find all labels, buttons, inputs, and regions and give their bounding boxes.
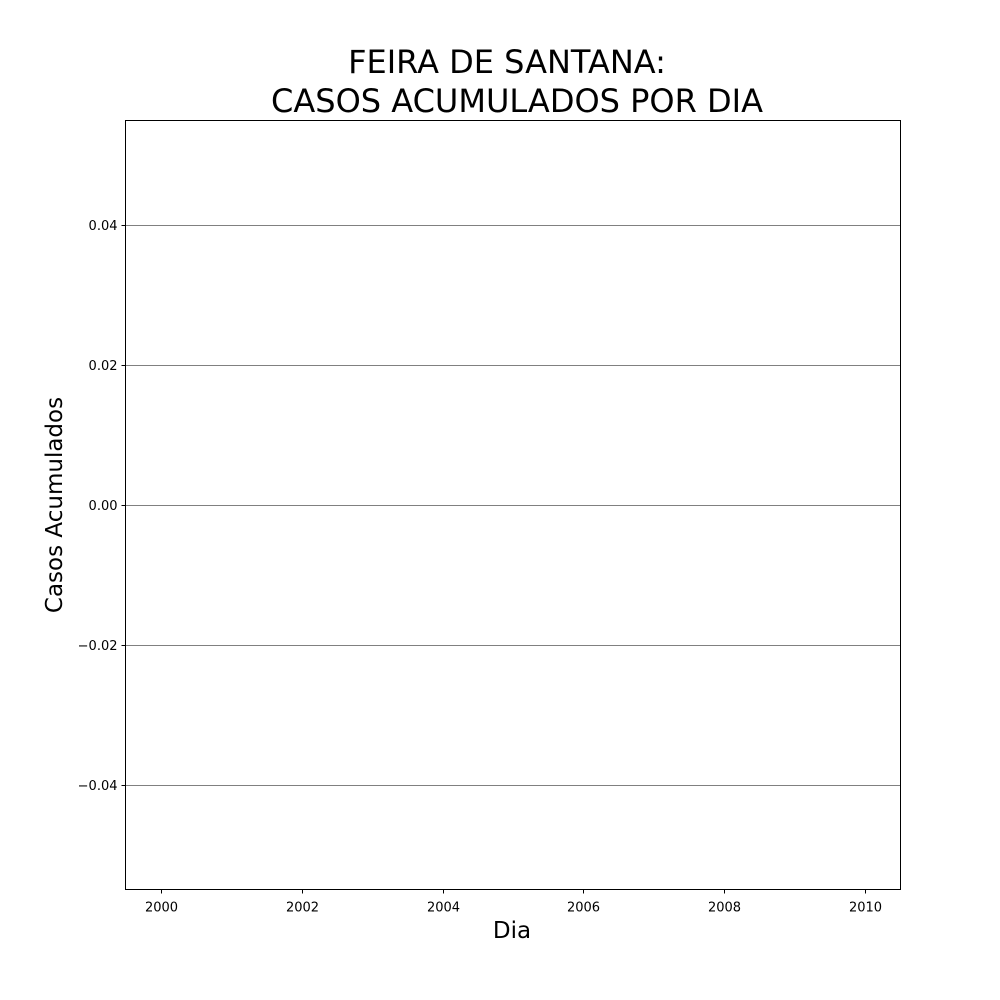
y-axis-label: Casos Acumulados [42,397,68,613]
x-tick-label: 2004 [427,901,460,916]
x-tick-label: 2008 [708,901,741,916]
chart-title-line-2: CASOS ACUMULADOS POR DIA [271,82,763,120]
chart-title-line-1: FEIRA DE SANTANA: [348,43,666,81]
y-tick-label: 0.02 [89,359,118,374]
y-tick-label: 0.04 [89,219,118,234]
y-axis-ticks: 0.04 0.02 0.00 −0.02 −0.04 [78,219,126,794]
y-tick-label: 0.00 [89,499,118,514]
x-tick-label: 2010 [849,901,882,916]
y-tick-label: −0.02 [78,639,118,654]
y-tick-label: −0.04 [78,779,118,794]
grid-lines [125,225,901,786]
x-tick-label: 2002 [286,901,319,916]
x-axis-label: Dia [493,918,531,944]
x-tick-label: 2000 [145,901,178,916]
x-axis-ticks: 2000 2002 2004 2006 2008 2010 [145,889,882,916]
x-tick-label: 2006 [567,901,600,916]
